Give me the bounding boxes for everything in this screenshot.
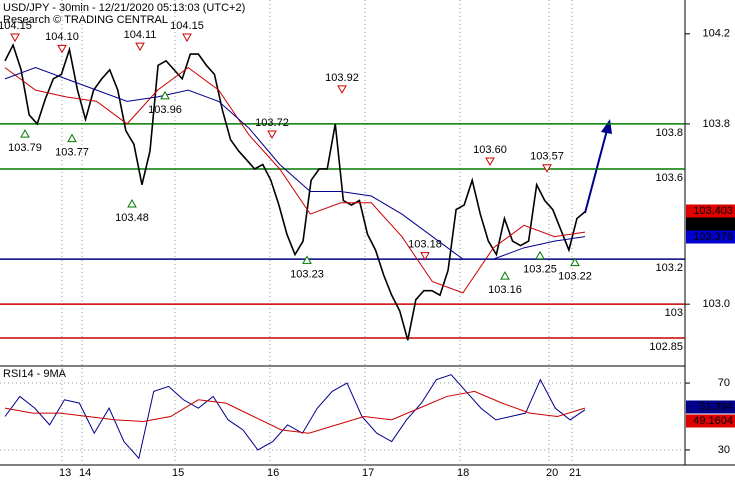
annotation-label: 103.72 <box>255 117 289 129</box>
last-value-box <box>686 204 735 218</box>
level-label: 103.6 <box>655 172 683 184</box>
low-marker <box>535 250 545 260</box>
high-marker <box>542 164 552 173</box>
high-marker <box>267 130 277 139</box>
low-marker <box>160 90 170 100</box>
x-tick-label: 13 <box>59 467 71 479</box>
last-value-label: 103.376 <box>693 231 733 243</box>
x-tick-label: 17 <box>362 467 374 479</box>
y-tick-label: 104.2 <box>702 28 730 40</box>
projection-arrow <box>584 119 612 214</box>
low-marker <box>500 271 510 280</box>
high-marker <box>485 157 495 166</box>
series-line <box>4 390 586 434</box>
level-label: 103.8 <box>655 127 683 139</box>
y-tick-label: 103.8 <box>702 118 730 130</box>
x-tick-label: 14 <box>79 467 91 479</box>
x-tick-label: 16 <box>267 467 279 479</box>
high-marker <box>57 44 67 54</box>
high-marker <box>420 252 430 261</box>
high-marker <box>10 33 20 43</box>
annotation-label: 104.10 <box>45 31 79 43</box>
arrow-line <box>584 129 608 214</box>
annotation-label: 103.92 <box>325 72 359 84</box>
low-marker <box>302 255 312 264</box>
level-label: 102.85 <box>649 341 683 353</box>
x-tick-label: 20 <box>546 467 558 479</box>
series-line <box>4 374 586 460</box>
x-tick-label: 15 <box>172 467 184 479</box>
last-value-label: 103.403 <box>693 205 733 217</box>
low-marker <box>570 257 580 267</box>
annotation-label: 104.11 <box>124 29 157 41</box>
y-tick-label: 70 <box>718 377 730 389</box>
series-line <box>4 66 586 294</box>
rsi-title: RSI14 - 9MA <box>3 368 67 380</box>
annotation-label: 103.16 <box>488 284 522 296</box>
low-marker <box>67 133 77 143</box>
low-marker <box>127 199 137 208</box>
y-tick-label: 30 <box>718 444 730 456</box>
high-marker <box>182 33 192 43</box>
annotation-label: 103.60 <box>473 144 507 156</box>
low-marker <box>20 129 30 138</box>
annotation-label: 103.22 <box>558 271 592 283</box>
annotation-label: 103.57 <box>530 151 564 163</box>
annotation-label: 103.23 <box>290 268 324 280</box>
last-value-box <box>686 230 735 244</box>
level-label: 103.2 <box>655 262 683 274</box>
high-marker <box>337 85 347 94</box>
annotation-label: 103.77 <box>55 147 89 159</box>
x-tick-label: 18 <box>457 467 469 479</box>
annotation-label: 103.48 <box>115 212 149 224</box>
arrow-head <box>601 119 612 134</box>
last-value-label: 51.394 <box>699 401 733 413</box>
last-value-box <box>686 217 735 231</box>
annotation-label: 104.15 <box>170 20 204 32</box>
series-line <box>4 42 586 341</box>
annotation-label: 103.18 <box>408 239 442 251</box>
y-tick-label: 103.0 <box>702 298 730 310</box>
series-line <box>4 67 586 260</box>
chart-title: USD/JPY - 30min - 12/21/2020 05:13:03 (U… <box>3 2 245 14</box>
high-marker <box>135 42 145 52</box>
last-value-label: 49.1604 <box>693 415 733 427</box>
level-label: 103 <box>665 307 683 319</box>
annotation-label: 104.15 <box>0 20 32 32</box>
annotation-label: 103.96 <box>148 104 182 116</box>
last-value-box <box>686 400 735 414</box>
chart-subtitle: Research © TRADING CENTRAL <box>3 14 168 26</box>
last-value-label: 103.388 <box>693 218 733 230</box>
x-tick-label: 21 <box>569 467 581 479</box>
last-value-box <box>686 414 735 428</box>
annotation-label: 103.79 <box>8 142 42 154</box>
annotation-label: 103.25 <box>523 264 557 276</box>
